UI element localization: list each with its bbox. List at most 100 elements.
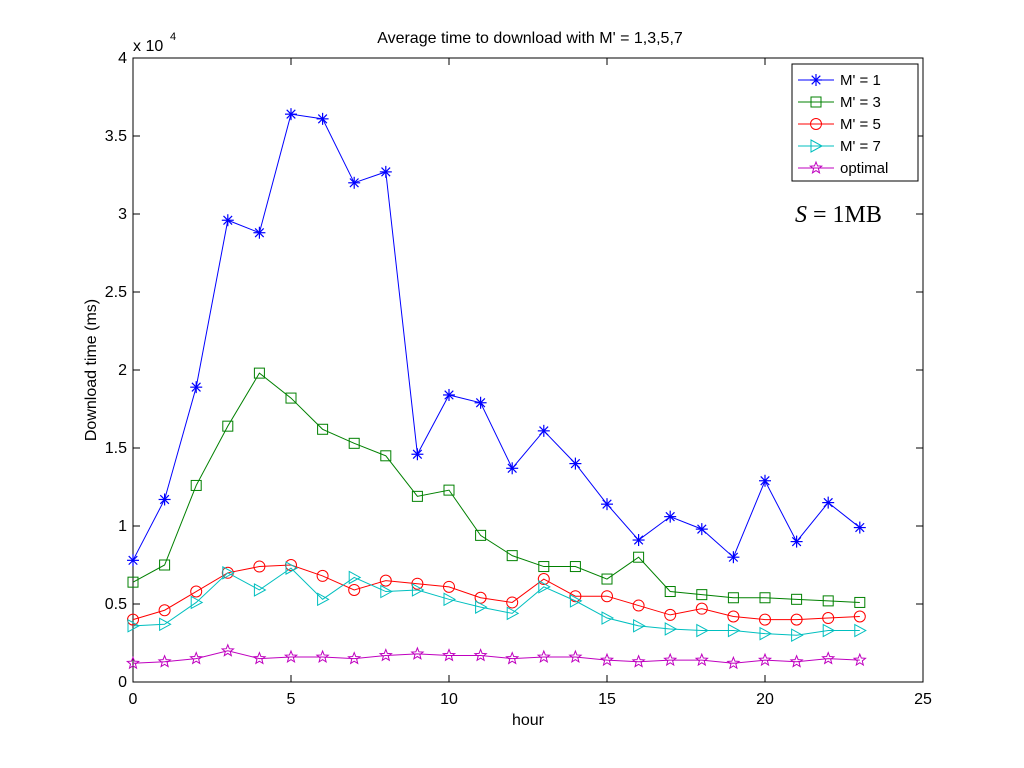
series-0	[127, 108, 866, 567]
data-point	[791, 593, 803, 605]
data-point	[664, 622, 678, 636]
data-point	[474, 591, 487, 604]
data-point	[127, 618, 141, 633]
data-point	[285, 561, 299, 575]
x-tick-label: 5	[287, 691, 296, 708]
data-point	[537, 424, 550, 437]
data-point	[410, 646, 425, 660]
chart-title: Average time to download with M' = 1,3,5…	[377, 30, 683, 47]
data-point	[631, 654, 646, 668]
x-tick-label: 0	[129, 691, 138, 708]
y-tick-label: 0.5	[105, 596, 127, 613]
y-tick-label: 1	[118, 518, 127, 535]
data-point	[791, 628, 804, 643]
y-tick-label: 2	[118, 362, 127, 379]
data-point	[159, 617, 172, 632]
data-point	[632, 534, 645, 547]
data-point	[569, 457, 582, 470]
data-point	[727, 551, 740, 564]
y-tick-label: 3	[118, 206, 127, 223]
data-point	[380, 584, 393, 599]
data-point	[536, 649, 551, 663]
data-point	[664, 586, 676, 598]
data-point	[253, 226, 266, 239]
data-point	[664, 510, 677, 523]
data-point	[378, 648, 393, 662]
legend-label: M' = 3	[840, 94, 881, 111]
data-point	[601, 573, 613, 585]
data-point	[253, 560, 266, 573]
y-tick-label: 4	[118, 50, 127, 67]
data-point	[759, 613, 771, 626]
data-point	[285, 392, 297, 404]
data-point	[854, 596, 866, 608]
data-point	[852, 652, 867, 667]
data-point	[759, 474, 771, 487]
data-point	[696, 589, 708, 601]
data-point	[822, 623, 836, 638]
data-point	[127, 554, 139, 567]
data-point	[190, 381, 203, 394]
x-tick-label: 20	[756, 691, 774, 708]
data-point	[537, 573, 550, 586]
legend-item: optimal	[798, 160, 888, 177]
series-2	[127, 559, 866, 626]
data-point	[538, 561, 550, 573]
annotation-variable: S	[795, 202, 807, 228]
y-tick-label: 2.5	[105, 284, 127, 301]
data-point	[506, 606, 520, 621]
data-point	[348, 176, 361, 189]
data-point	[443, 484, 455, 496]
data-point	[222, 565, 235, 580]
x-tick-label: 25	[914, 691, 932, 708]
data-point	[601, 590, 613, 603]
data-point	[632, 599, 645, 612]
data-point	[599, 652, 615, 667]
data-point	[379, 574, 392, 587]
data-point	[696, 623, 709, 638]
data-point	[568, 649, 583, 663]
data-point	[411, 448, 424, 461]
data-point	[283, 649, 299, 663]
data-point	[727, 610, 740, 623]
data-point	[190, 595, 204, 610]
y-multiplier-exponent: 4	[170, 31, 176, 43]
data-point	[411, 583, 425, 597]
data-point	[443, 580, 455, 593]
series-4	[125, 643, 867, 670]
data-point	[317, 592, 330, 607]
legend-label: M' = 5	[840, 116, 881, 133]
legend-marker	[810, 118, 822, 130]
data-point	[473, 648, 488, 662]
data-point	[505, 651, 520, 665]
data-point	[506, 550, 518, 562]
data-point	[757, 652, 773, 667]
data-point	[253, 367, 265, 379]
data-point	[759, 592, 771, 604]
x-tick-label: 15	[598, 691, 616, 708]
size-annotation: S = 1MB	[795, 202, 882, 228]
series-1	[127, 367, 866, 608]
data-point	[695, 523, 708, 536]
data-point	[601, 611, 615, 625]
data-point	[380, 450, 392, 462]
data-point	[348, 583, 361, 596]
data-point	[695, 602, 708, 615]
data-point	[253, 583, 267, 597]
data-point	[633, 618, 646, 633]
data-point	[821, 651, 836, 665]
legend: M' = 1 M' = 3 M' = 5 M' = 7 optimal	[791, 63, 919, 182]
data-point	[538, 579, 551, 594]
series-layer	[125, 108, 867, 670]
data-point	[474, 396, 487, 409]
data-point	[220, 643, 235, 657]
series-3	[127, 561, 867, 643]
x-tick-label: 10	[440, 691, 458, 708]
data-point	[317, 423, 329, 435]
x-axis-label: hour	[512, 712, 545, 729]
data-point	[158, 604, 171, 617]
data-point	[506, 596, 519, 609]
data-point	[221, 214, 234, 227]
data-point	[664, 608, 677, 621]
data-point	[569, 561, 581, 573]
